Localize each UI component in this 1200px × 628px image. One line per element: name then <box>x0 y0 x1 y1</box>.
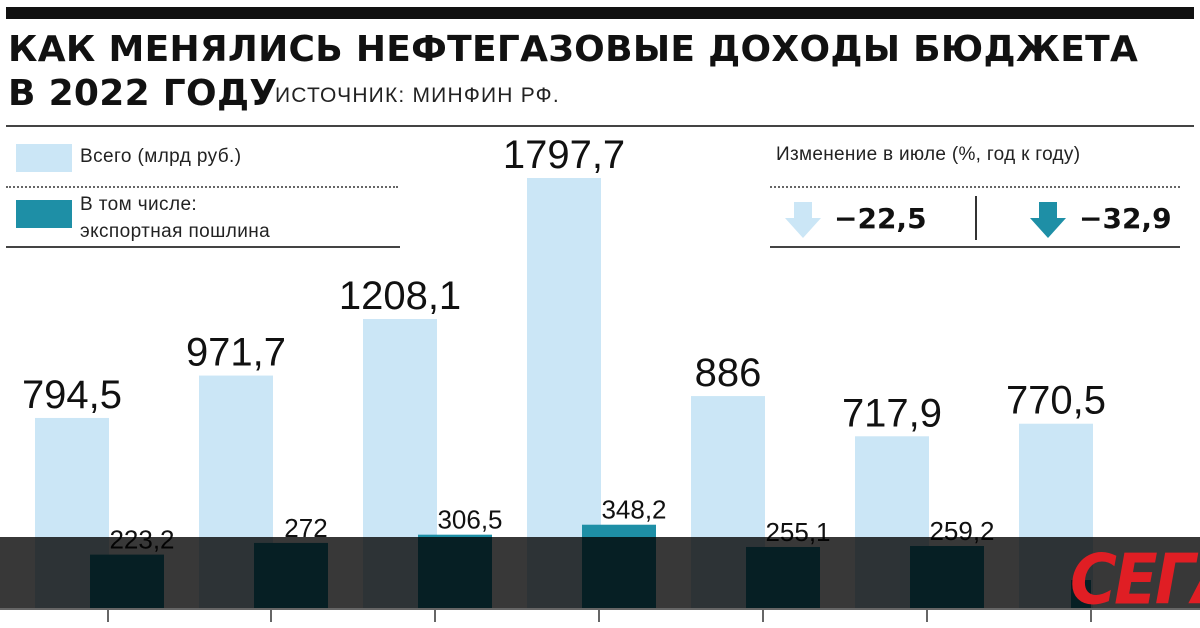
legend-label-duty-1: В том числе: <box>80 194 198 215</box>
x-axis-tick <box>598 608 600 622</box>
change-value-total: −22,5 <box>834 202 927 235</box>
x-axis-tick <box>107 608 109 622</box>
x-axis-tick <box>270 608 272 622</box>
arrow-down-light-icon <box>785 202 821 238</box>
change-bottom-rule <box>770 246 1180 248</box>
bar-total-label: 1797,7 <box>503 133 625 177</box>
legend-swatch-duty <box>16 200 72 228</box>
legend-label-duty-2: экспортная пошлина <box>80 221 271 242</box>
arrow-down-dark-icon <box>1030 202 1066 238</box>
x-axis-tick <box>1090 608 1092 622</box>
bar-total-label: 717,9 <box>842 391 942 435</box>
change-value-duty: −32,9 <box>1079 202 1172 235</box>
x-axis-tick <box>926 608 928 622</box>
bar-total-label: 794,5 <box>22 373 122 417</box>
bar-total-label: 886 <box>695 351 762 395</box>
chart-title: КАК МЕНЯЛИСЬ НЕФТЕГАЗОВЫЕ ДОХОДЫ БЮДЖЕТА… <box>8 29 1139 114</box>
bar-total-label: 1208,1 <box>339 274 461 318</box>
top-rule <box>6 7 1194 19</box>
legend-bottom-rule <box>6 246 400 248</box>
change-divider <box>770 186 1180 188</box>
sega-logo: СЕГА <box>1070 541 1200 621</box>
change-title: Изменение в июле (%, год к году) <box>776 144 1081 165</box>
x-axis-baseline <box>0 608 1200 610</box>
bar-duty-label: 348,2 <box>601 495 666 525</box>
bar-duty-label: 306,5 <box>437 505 502 535</box>
footer-overlay-band <box>0 537 1200 608</box>
x-axis-tick <box>434 608 436 622</box>
header-divider <box>6 125 1194 127</box>
legend-label-total: Всего (млрд руб.) <box>80 146 242 167</box>
legend-divider <box>6 186 398 188</box>
legend-swatch-total <box>16 144 72 172</box>
x-axis-tick <box>762 608 764 622</box>
change-separator <box>975 196 977 240</box>
bar-total-label: 971,7 <box>186 331 286 375</box>
bar-total-label: 770,5 <box>1006 379 1106 423</box>
source-note: ИСТОЧНИК: МИНФИН РФ. <box>275 84 560 107</box>
